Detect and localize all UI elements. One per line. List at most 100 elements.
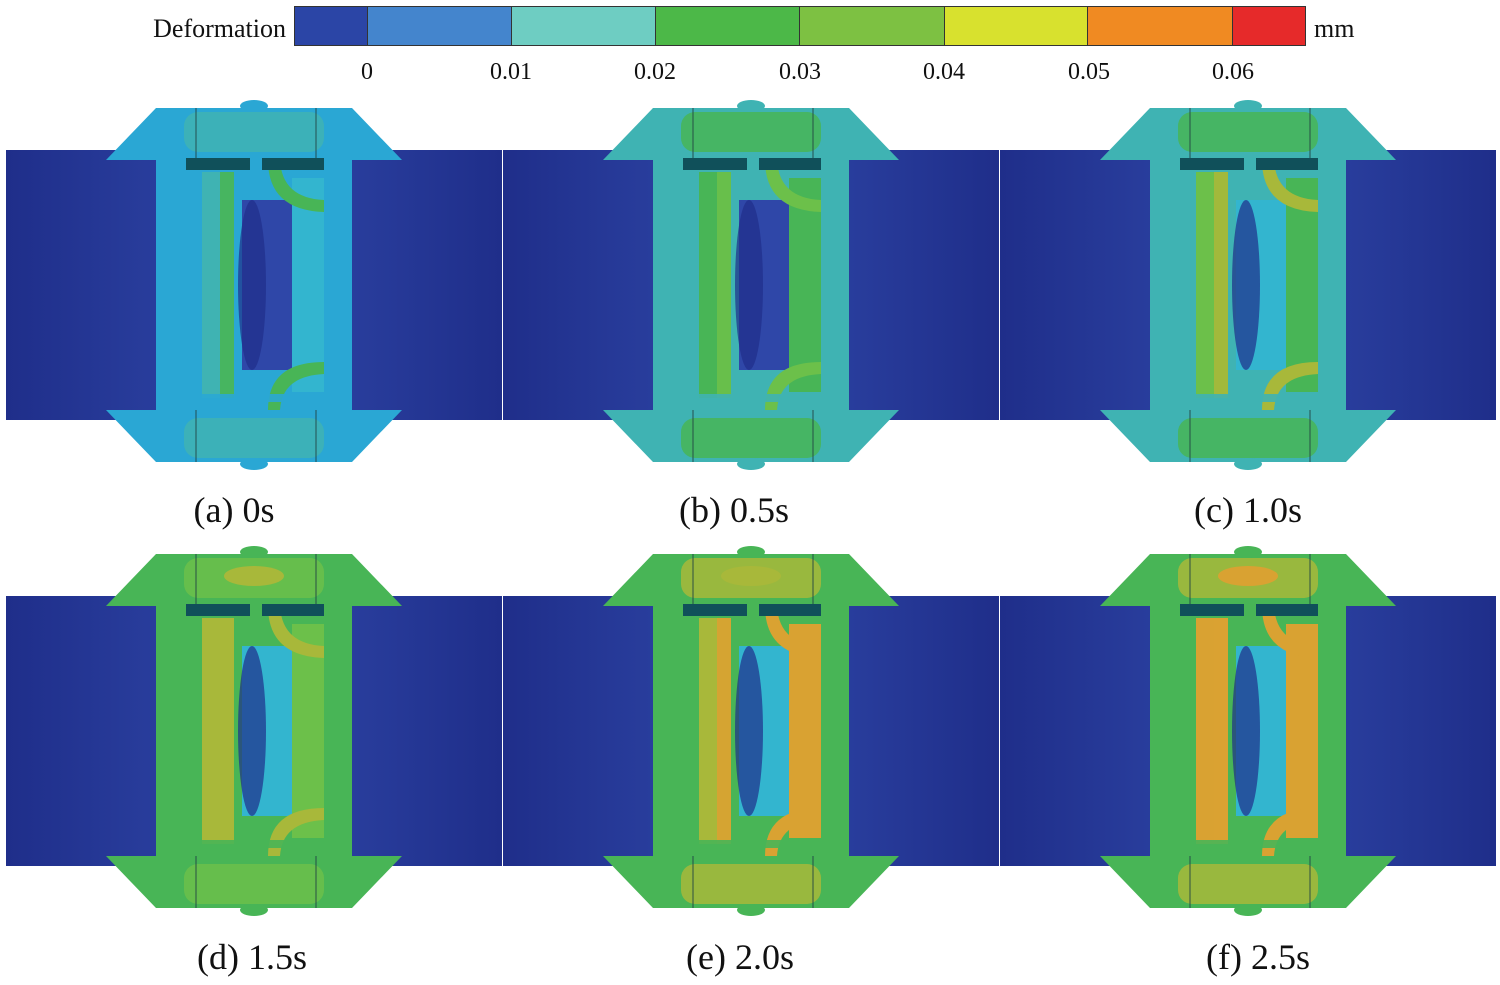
upper-disc-arm	[268, 160, 324, 212]
upper-disc-arm	[765, 606, 821, 658]
colorbar-band-4	[656, 7, 801, 45]
peak-spot	[721, 566, 781, 586]
upper-slot-left	[683, 158, 747, 170]
upper-knob	[737, 546, 765, 558]
upper-disc-arm	[765, 160, 821, 212]
right-seat-band	[789, 178, 821, 392]
colorbar-tick-label: 0.05	[1068, 59, 1110, 85]
right-seat-band	[1286, 178, 1318, 392]
lower-hot-region	[1178, 418, 1318, 458]
panel-e	[503, 546, 999, 916]
left-seat-core	[717, 172, 731, 398]
right-seat-band	[292, 178, 324, 392]
lower-knob	[240, 458, 268, 470]
lower-knob	[1234, 458, 1262, 470]
upper-hot-region	[184, 112, 324, 152]
upper-slot-left	[1180, 604, 1244, 616]
bore-shadow	[238, 646, 266, 816]
lower-slot	[186, 840, 324, 848]
panel-caption-a: (a) 0s	[193, 490, 275, 530]
legend-title: Deformation	[153, 14, 286, 43]
colorbar-band-1	[295, 7, 368, 45]
upper-knob	[1234, 546, 1262, 558]
left-seat-core	[1214, 172, 1228, 398]
panel-caption-c: (c) 1.0s	[1194, 490, 1302, 530]
lower-slot	[1180, 394, 1318, 402]
panel-caption-f: (f) 2.5s	[1206, 937, 1310, 977]
right-seat-band	[1286, 624, 1318, 838]
valve-section-drawing	[6, 546, 502, 916]
right-seat-band	[789, 624, 821, 838]
upper-disc-arm	[1262, 606, 1318, 658]
upper-slot-right	[1256, 158, 1318, 170]
upper-slot-right	[759, 158, 821, 170]
colorbar-tick-label: 0.02	[634, 59, 676, 85]
bore-shadow	[1232, 646, 1260, 816]
bore-shadow	[735, 646, 763, 816]
lower-hot-region	[681, 864, 821, 904]
panel-f	[1000, 546, 1496, 916]
upper-disc-arm	[268, 606, 324, 658]
colorbar-band-7	[1088, 7, 1234, 45]
upper-slot-left	[186, 158, 250, 170]
upper-slot-left	[1180, 158, 1244, 170]
colorbar-band-3	[511, 7, 657, 45]
lower-hot-region	[184, 864, 324, 904]
upper-slot-right	[262, 158, 324, 170]
panel-c	[1000, 100, 1496, 470]
panel-a	[6, 100, 502, 470]
lower-knob	[1234, 904, 1262, 916]
upper-slot-right	[759, 604, 821, 616]
panel-caption-d: (d) 1.5s	[197, 937, 307, 977]
bore-shadow	[238, 200, 266, 370]
bore-shadow	[1232, 200, 1260, 370]
bore-shadow	[735, 200, 763, 370]
lower-slot	[186, 394, 324, 402]
lower-slot	[683, 840, 821, 848]
upper-knob	[240, 100, 268, 112]
colorbar-band-5	[800, 7, 945, 45]
left-seat-core	[220, 172, 234, 398]
lower-hot-region	[184, 418, 324, 458]
valve-section-drawing	[6, 100, 502, 470]
colorbar-tick-label: 0	[361, 59, 373, 85]
colorbar-band-6	[944, 7, 1089, 45]
colorbar-tick-label: 0.06	[1212, 59, 1254, 85]
lower-hot-region	[1178, 864, 1318, 904]
upper-knob	[1234, 100, 1262, 112]
lower-knob	[737, 458, 765, 470]
lower-slot	[683, 394, 821, 402]
upper-disc-arm	[1262, 160, 1318, 212]
colorbar-tick-label: 0.03	[779, 59, 821, 85]
panel-caption-b: (b) 0.5s	[679, 490, 789, 530]
colorbar-band-8	[1233, 7, 1306, 45]
left-seat-core	[717, 618, 731, 844]
panel-b	[503, 100, 999, 470]
valve-section-drawing	[503, 100, 999, 470]
lower-slot	[1180, 840, 1318, 848]
deformation-colorbar	[294, 6, 1306, 46]
valve-section-drawing	[503, 546, 999, 916]
upper-knob	[737, 100, 765, 112]
colorbar-tick-label: 0.04	[923, 59, 965, 85]
right-seat-band	[292, 624, 324, 838]
panel-d	[6, 546, 502, 916]
upper-slot-left	[683, 604, 747, 616]
peak-spot	[1218, 566, 1278, 586]
upper-slot-left	[186, 604, 250, 616]
legend-unit: mm	[1314, 14, 1355, 43]
colorbar-band-2	[367, 7, 512, 45]
colorbar-tick-label: 0.01	[490, 59, 532, 85]
lower-hot-region	[681, 418, 821, 458]
valve-section-drawing	[1000, 546, 1496, 916]
upper-knob	[240, 546, 268, 558]
lower-knob	[240, 904, 268, 916]
upper-hot-region	[1178, 112, 1318, 152]
lower-knob	[737, 904, 765, 916]
upper-slot-right	[1256, 604, 1318, 616]
upper-slot-right	[262, 604, 324, 616]
peak-spot	[224, 566, 284, 586]
left-seat-core	[1214, 618, 1228, 844]
upper-hot-region	[681, 112, 821, 152]
valve-section-drawing	[1000, 100, 1496, 470]
